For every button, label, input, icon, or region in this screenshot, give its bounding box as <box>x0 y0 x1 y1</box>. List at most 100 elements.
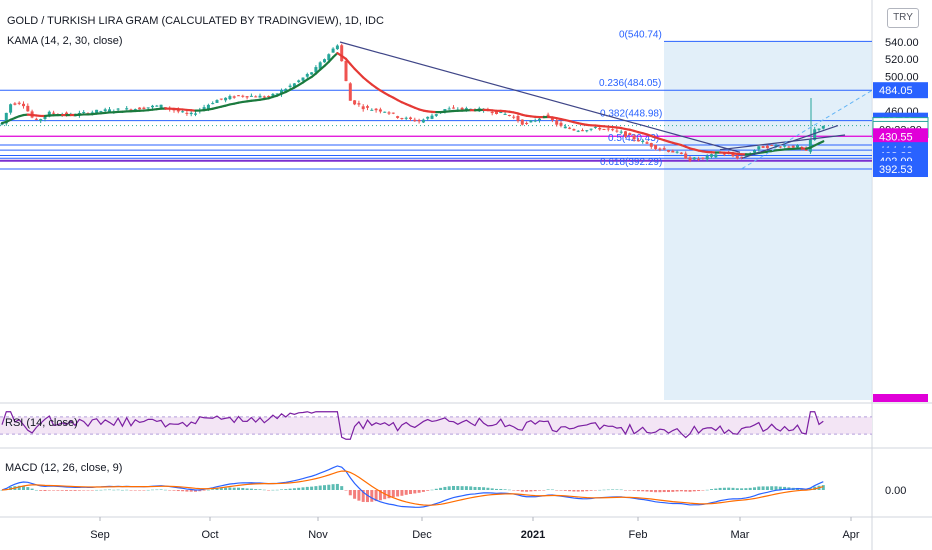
macd-histogram-bar <box>245 488 249 490</box>
macd-histogram-bar <box>632 490 636 491</box>
candle-body <box>176 109 180 112</box>
kama-legend[interactable]: KAMA (14, 2, 30, close) <box>7 35 123 47</box>
candle-body <box>138 107 142 110</box>
candle-body <box>568 127 572 129</box>
macd-histogram-bar <box>198 490 202 492</box>
candle-body <box>280 90 283 95</box>
candle-body <box>254 96 258 98</box>
candle-body <box>645 142 649 144</box>
macd-histogram-bar <box>757 486 761 490</box>
macd-histogram-bar <box>593 490 597 491</box>
rsi-legend[interactable]: RSI (14, close) <box>5 417 78 429</box>
macd-histogram-bar <box>249 488 253 490</box>
macd-histogram-bar <box>271 489 275 491</box>
candle-body <box>662 148 666 150</box>
macd-histogram-bar <box>662 490 666 493</box>
candle-body <box>796 145 799 148</box>
macd-histogram-bar <box>413 490 417 494</box>
symbol-title: GOLD / TURKISH LIRA GRAM (CALCULATED BY … <box>7 15 384 27</box>
macd-histogram-bar <box>400 490 404 496</box>
candle-body <box>606 128 610 130</box>
macd-histogram-bar <box>701 490 705 491</box>
candle-body <box>125 108 129 110</box>
macd-histogram-bar <box>241 487 245 490</box>
macd-histogram-bar <box>748 487 752 490</box>
time-tick-label: Sep <box>90 529 110 541</box>
macd-histogram-bar <box>206 489 210 491</box>
macd-histogram-bar <box>744 488 748 490</box>
price-axis-tag-label: 392.53 <box>879 164 913 176</box>
candle-body <box>654 145 658 149</box>
candle-body <box>563 126 567 129</box>
macd-histogram-bar <box>77 490 81 491</box>
macd-histogram-bar <box>314 486 318 490</box>
price-axis-tag[interactable] <box>873 128 928 145</box>
macd-histogram-bar <box>335 483 339 490</box>
fib-retracement-area[interactable] <box>664 41 872 400</box>
channel-upper-line[interactable] <box>719 134 846 151</box>
price-axis-tag[interactable] <box>873 82 928 99</box>
candle-body <box>224 97 228 101</box>
macd-histogram-bar <box>486 487 490 490</box>
time-tick-label: 2021 <box>521 529 545 541</box>
candle-body <box>189 112 193 115</box>
candle-body <box>146 107 150 109</box>
macd-histogram-bar <box>396 490 400 497</box>
candle-body <box>598 127 602 130</box>
currency-badge[interactable]: TRY <box>887 8 919 28</box>
candle-body <box>26 105 30 112</box>
candle-body <box>817 128 821 130</box>
macd-histogram-bar <box>464 486 468 490</box>
candle-body <box>705 155 709 160</box>
time-tick-label: Feb <box>629 529 648 541</box>
macd-histogram-bar <box>155 489 159 491</box>
macd-histogram-bar <box>512 490 516 491</box>
price-tick-label: 500.00 <box>885 71 919 83</box>
macd-histogram-bar <box>288 488 292 490</box>
macd-histogram-bar <box>718 487 722 490</box>
macd-histogram-bar <box>520 490 524 492</box>
macd-histogram-bar <box>116 489 120 491</box>
macd-histogram-bar <box>202 490 206 491</box>
macd-histogram-bar <box>555 490 559 491</box>
candle-body <box>710 154 713 157</box>
macd-histogram-bar <box>671 490 675 492</box>
candle-body <box>525 122 529 124</box>
candle-body <box>194 113 197 115</box>
candle-body <box>116 108 120 110</box>
macd-legend[interactable]: MACD (12, 26, close, 9) <box>5 462 123 474</box>
macd-histogram-bar <box>765 486 769 490</box>
macd-histogram-bar <box>305 486 309 490</box>
macd-histogram-bar <box>783 486 787 490</box>
macd-histogram-bar <box>606 489 610 491</box>
macd-histogram-bar <box>589 490 593 491</box>
candle-body <box>348 83 352 101</box>
macd-histogram-bar <box>675 490 679 492</box>
candle-body <box>292 83 296 87</box>
candle-body <box>675 151 679 153</box>
candle-body <box>314 67 318 73</box>
candle-body <box>245 96 249 98</box>
candle-body <box>413 119 417 122</box>
macd-histogram-bar <box>421 490 425 492</box>
candle-body <box>267 95 271 98</box>
candle-body <box>396 116 400 118</box>
candle-body <box>297 80 301 83</box>
candle-body <box>288 85 292 87</box>
projection-dashed-line[interactable] <box>741 86 879 170</box>
candle-body <box>507 115 511 117</box>
candle-body <box>658 148 662 150</box>
macd-histogram-bar <box>275 489 279 491</box>
price-axis-tag[interactable] <box>873 161 928 178</box>
macd-histogram-bar <box>434 488 438 490</box>
macd-histogram-bar <box>348 490 352 496</box>
candle-body <box>202 107 206 110</box>
candle-body <box>443 109 447 112</box>
trendline-drawing[interactable] <box>339 41 741 153</box>
macd-histogram-bar <box>658 490 662 493</box>
macd-histogram-bar <box>598 489 602 491</box>
macd-histogram-bar <box>473 486 477 490</box>
candle-body <box>533 120 537 122</box>
macd-histogram-bar <box>387 490 391 499</box>
